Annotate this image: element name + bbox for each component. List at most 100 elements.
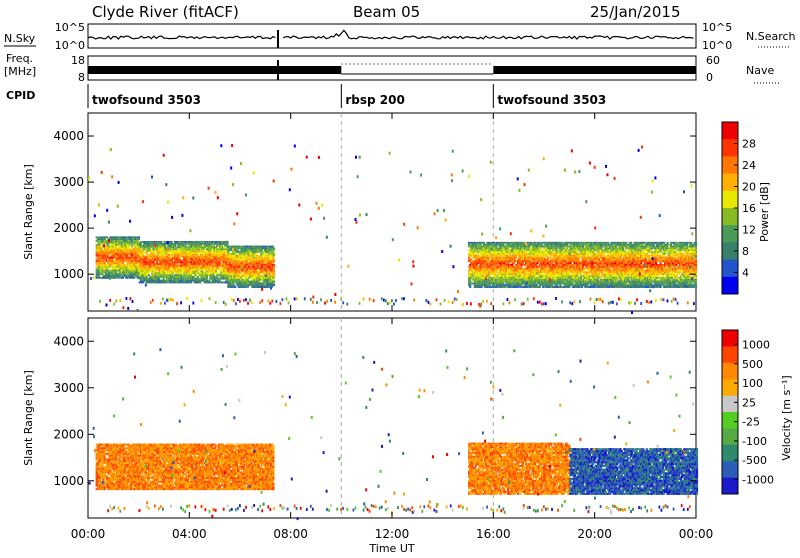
echo-cell (112, 259, 114, 261)
echo-cell (223, 254, 225, 256)
echo-cell (140, 247, 142, 249)
echo-cell (131, 266, 133, 268)
cpid-segment-label: twofsound 3503 (92, 93, 201, 107)
echo-cell (169, 261, 171, 263)
echo-cell (120, 260, 122, 262)
echo-cell (151, 269, 153, 271)
echo-cell (200, 243, 202, 245)
echo-cell (164, 245, 166, 247)
echo-cell (125, 249, 127, 251)
echo-cell (137, 240, 139, 242)
echo-cell (203, 254, 205, 256)
freq-unit-label: [MHz] (4, 65, 36, 78)
cpid-label: CPID (6, 89, 35, 102)
echo-cell (230, 283, 232, 285)
echo-cell (246, 271, 248, 273)
echo-cell (238, 270, 240, 272)
echo-cell (149, 258, 151, 260)
echo-cell (184, 258, 186, 260)
echo-cell (196, 256, 198, 258)
echo-cell (96, 264, 98, 266)
echo-cell (206, 280, 208, 282)
echo-cell (198, 252, 200, 254)
echo-cell (157, 243, 159, 245)
echo-cell (235, 253, 237, 255)
echo-cell (223, 278, 225, 280)
echo-cell (246, 277, 248, 279)
echo-cell (246, 260, 248, 262)
echo-cell (181, 276, 183, 278)
echo-cell (113, 271, 115, 273)
echo-cell (243, 277, 245, 279)
echo-cell (225, 250, 227, 252)
echo-cell (142, 265, 144, 267)
echo-cell (114, 255, 116, 257)
nsky-left-tick-top: 10^5 (55, 21, 85, 34)
echo-cell (140, 272, 142, 274)
echo-cell (171, 241, 173, 243)
echo-cell (226, 243, 228, 245)
echo-cell (175, 250, 177, 252)
echo-cell (128, 257, 130, 259)
echo-cell (166, 247, 168, 249)
echo-cell (208, 247, 210, 249)
echo-cell (131, 236, 133, 238)
echo-cell (190, 274, 192, 276)
echo-cell (180, 267, 182, 269)
echo-cell (113, 253, 115, 255)
echo-cell (140, 261, 142, 263)
echo-cell (174, 269, 176, 271)
echo-cell (223, 247, 225, 249)
echo-cell (199, 259, 201, 261)
echo-cell (160, 241, 162, 243)
echo-cell (176, 261, 178, 263)
echo-cell (238, 259, 240, 261)
echo-cell (238, 255, 240, 257)
echo-cell (229, 262, 231, 264)
echo-cell (240, 277, 242, 279)
echo-cell (242, 257, 244, 259)
echo-cell (199, 272, 201, 274)
echo-cell (140, 280, 142, 282)
echo-cell (239, 246, 241, 248)
echo-cell (113, 251, 115, 253)
echo-cell (247, 279, 249, 281)
echo-cell (244, 248, 246, 250)
echo-cell (163, 278, 165, 280)
echo-cell (234, 268, 236, 270)
echo-cell (240, 257, 242, 259)
echo-cell (209, 243, 211, 245)
echo-cell (187, 278, 189, 280)
echo-cell (109, 264, 111, 266)
echo-cell (243, 262, 245, 264)
echo-cell (100, 248, 102, 250)
echo-cell (190, 261, 192, 263)
echo-cell (219, 282, 221, 284)
echo-cell (241, 284, 243, 286)
echo-cell (239, 260, 241, 262)
echo-cell (98, 275, 100, 277)
echo-cell (117, 236, 119, 238)
nsky-right-tick-top: 10^5 (702, 21, 732, 34)
echo-cell (183, 274, 185, 276)
echo-cell (149, 271, 151, 273)
echo-cell (207, 256, 209, 258)
echo-cell (242, 251, 244, 253)
echo-cell (199, 282, 201, 284)
echo-cell (116, 277, 118, 279)
echo-cell (97, 244, 99, 246)
echo-cell (229, 246, 231, 248)
echo-cell (99, 249, 101, 251)
echo-cell (211, 250, 213, 252)
echo-cell (140, 263, 142, 265)
freq-right-tick-top: 60 (706, 54, 720, 67)
echo-cell (172, 272, 174, 274)
echo-cell (138, 236, 140, 238)
echo-cell (214, 278, 216, 280)
echo-cell (98, 240, 100, 242)
echo-cell (226, 241, 228, 243)
echo-cell (167, 280, 169, 282)
echo-cell (140, 243, 142, 245)
echo-cell (184, 276, 186, 278)
echo-cell (142, 252, 144, 254)
